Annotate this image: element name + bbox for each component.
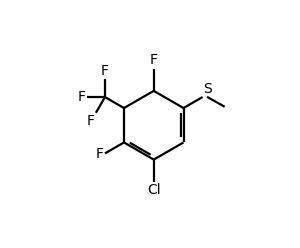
Text: S: S xyxy=(203,82,212,96)
Text: F: F xyxy=(101,63,109,78)
Text: F: F xyxy=(87,114,95,128)
Text: F: F xyxy=(77,90,85,104)
Text: Cl: Cl xyxy=(147,183,160,197)
Text: F: F xyxy=(95,147,104,161)
Text: F: F xyxy=(150,53,158,67)
